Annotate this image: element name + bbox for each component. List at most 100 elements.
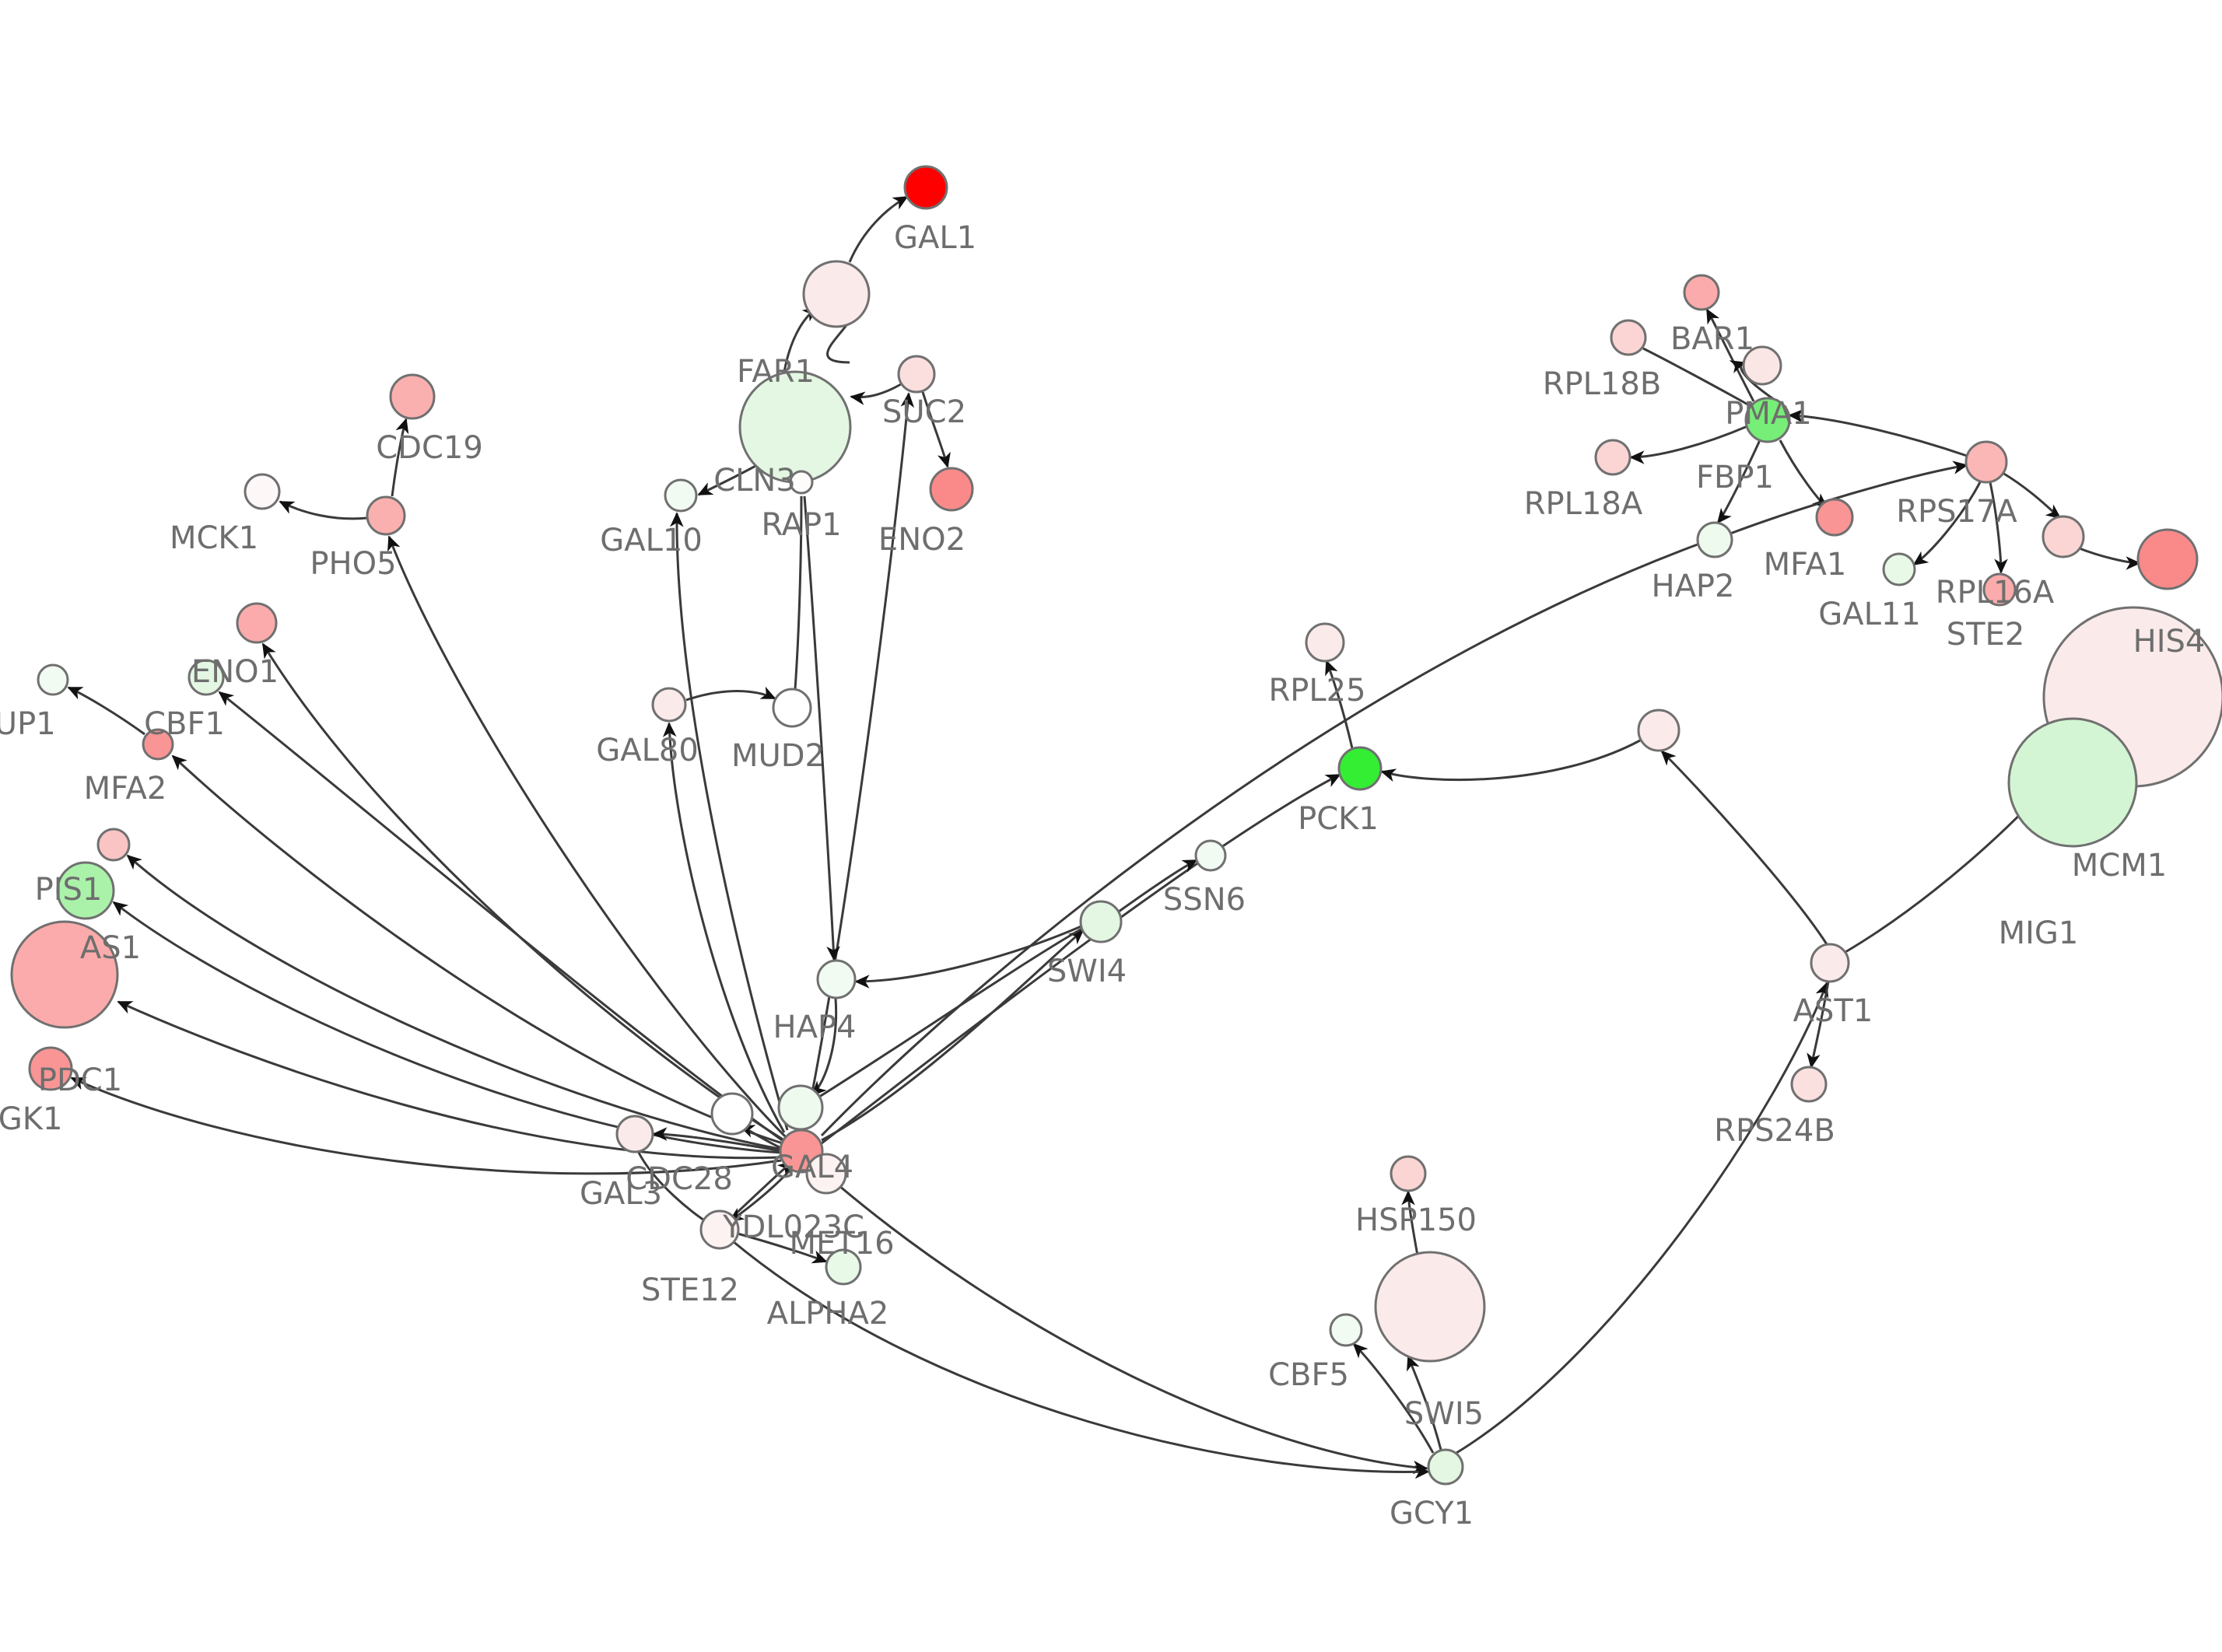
node-hubg[interactable] bbox=[777, 1084, 824, 1131]
edge-gcy1-to-cbf5 bbox=[1352, 1342, 1435, 1454]
edge-far1-to-cln3 bbox=[826, 324, 850, 364]
edge-ast1-to-rps24b bbox=[1807, 981, 1830, 1069]
node-cbf5[interactable] bbox=[1329, 1313, 1363, 1347]
node-hap2[interactable] bbox=[1696, 521, 1733, 558]
node-label-rps24b: RPS24B bbox=[1714, 1113, 1835, 1149]
node-label-hap4: HAP4 bbox=[773, 1010, 856, 1045]
edge-swi5-to-hsp150 bbox=[1401, 1190, 1419, 1256]
node-label-pis1: PIS1 bbox=[35, 872, 103, 908]
edge-ast1-to-unk1 bbox=[1660, 750, 1828, 945]
node-ast1[interactable] bbox=[1810, 943, 1850, 983]
edge-gal4-to-pdc1 bbox=[117, 1000, 782, 1160]
node-hsp150[interactable] bbox=[1390, 1155, 1427, 1192]
edge-gal4-to-eno1 bbox=[261, 642, 785, 1142]
edge-rps17a-to-ste2 bbox=[1989, 481, 2008, 574]
edge-swi4-to-hap4 bbox=[854, 924, 1084, 989]
node-gal10[interactable] bbox=[664, 478, 698, 513]
node-mfa2[interactable] bbox=[142, 728, 174, 761]
node-label-mfa1: MFA1 bbox=[1764, 547, 1847, 583]
node-label-far1: FAR1 bbox=[737, 354, 815, 390]
node-label-rps17a: RPS17A bbox=[1896, 494, 2017, 530]
node-cdc19[interactable] bbox=[389, 373, 436, 420]
node-label-pgk1: PGK1 bbox=[0, 1101, 62, 1137]
node-rpl25[interactable] bbox=[1305, 622, 1345, 663]
edge-fbp1-to-hap2 bbox=[1716, 439, 1761, 524]
node-rpl16a[interactable] bbox=[2042, 515, 2085, 558]
node-label-suc2: SUC2 bbox=[882, 394, 966, 430]
edge-gal4-to-suc2 bbox=[804, 392, 915, 1129]
edge-gal4-to-gal80 bbox=[662, 722, 786, 1133]
node-pma1[interactable] bbox=[1742, 345, 1782, 386]
node-label-fbp1: FBP1 bbox=[1696, 460, 1774, 495]
node-label-eno1: ENO1 bbox=[191, 654, 279, 690]
node-mig1[interactable] bbox=[2007, 717, 2138, 848]
node-alpha2[interactable] bbox=[825, 1248, 862, 1286]
node-unk1[interactable] bbox=[1637, 709, 1681, 752]
edge-mfa2-to-tup1 bbox=[67, 686, 145, 736]
node-pgk1[interactable] bbox=[28, 1046, 73, 1091]
node-far1[interactable] bbox=[802, 260, 871, 328]
node-label-mcm1: MCM1 bbox=[2072, 848, 2167, 884]
edge-fbp1-to-mfa1 bbox=[1779, 439, 1828, 509]
node-bar1[interactable] bbox=[1683, 274, 1720, 311]
node-ydl023c[interactable] bbox=[805, 1153, 847, 1195]
node-rps24b[interactable] bbox=[1790, 1066, 1828, 1103]
node-label-gcy1: GCY1 bbox=[1390, 1496, 1474, 1531]
node-label-rpl18a: RPL18A bbox=[1524, 486, 1643, 522]
node-his4[interactable] bbox=[2136, 528, 2199, 590]
node-as1[interactable] bbox=[56, 861, 115, 920]
node-label-cdc28: CDC28 bbox=[626, 1161, 733, 1197]
node-ste2[interactable] bbox=[1982, 572, 2017, 607]
node-label-gal11: GAL11 bbox=[1818, 597, 1921, 632]
edge-hap2-to-gal4 bbox=[820, 543, 1698, 1137]
edges-layer bbox=[67, 195, 2141, 1479]
node-pho5[interactable] bbox=[366, 495, 406, 536]
node-hap4[interactable] bbox=[816, 959, 857, 999]
node-rpl18b[interactable] bbox=[1610, 319, 1647, 356]
edge-unk1-to-pck1 bbox=[1380, 739, 1641, 782]
edge-rps17a-to-gal11 bbox=[1912, 480, 1982, 566]
node-gal1[interactable] bbox=[903, 165, 948, 210]
node-cbf1[interactable] bbox=[188, 659, 225, 696]
node-label-pdc1: PDC1 bbox=[38, 1062, 122, 1098]
node-rap1[interactable] bbox=[789, 470, 814, 495]
node-gcy1[interactable] bbox=[1427, 1448, 1464, 1486]
node-eno2[interactable] bbox=[929, 467, 974, 512]
node-fbp1[interactable] bbox=[1744, 397, 1791, 443]
node-pdc1[interactable] bbox=[10, 920, 119, 1029]
node-label-mck1: MCK1 bbox=[170, 520, 258, 556]
node-eno1[interactable] bbox=[236, 602, 278, 644]
node-pck1[interactable] bbox=[1337, 746, 1383, 791]
edge-rap1-to-hap4 bbox=[803, 495, 840, 961]
edge-pho5-to-cdc19 bbox=[391, 418, 409, 497]
node-label-rpl25: RPL25 bbox=[1268, 673, 1365, 709]
node-tup1[interactable] bbox=[37, 663, 69, 696]
node-mck1[interactable] bbox=[244, 473, 281, 510]
node-swi5[interactable] bbox=[1374, 1251, 1486, 1363]
node-mfa1[interactable] bbox=[1815, 498, 1854, 537]
node-gal11[interactable] bbox=[1882, 552, 1916, 586]
edge-fbp1-to-rpl18b bbox=[1642, 347, 1751, 408]
node-rpl18a[interactable] bbox=[1594, 439, 1631, 476]
node-ste12[interactable] bbox=[699, 1209, 740, 1250]
edge-gal4-to-cbf1 bbox=[218, 691, 785, 1143]
node-cdc28[interactable] bbox=[710, 1092, 754, 1136]
node-label-cdc19: CDC19 bbox=[376, 430, 483, 466]
node-label-alpha2: ALPHA2 bbox=[767, 1296, 889, 1332]
node-rps17a[interactable] bbox=[1964, 440, 2008, 484]
node-gal80[interactable] bbox=[651, 687, 687, 723]
edge-suc2-to-cln3 bbox=[850, 383, 902, 405]
edge-gal80-to-mud2 bbox=[685, 686, 776, 702]
node-suc2[interactable] bbox=[897, 355, 936, 394]
edge-gcy1-to-ast1 bbox=[1456, 982, 1829, 1454]
node-label-gal4: GAL4 bbox=[771, 1150, 853, 1185]
node-label-as1: AS1 bbox=[80, 930, 141, 966]
node-swi4[interactable] bbox=[1079, 900, 1123, 943]
node-pis1[interactable] bbox=[96, 828, 131, 862]
node-mud2[interactable] bbox=[772, 688, 812, 728]
node-ssn6[interactable] bbox=[1194, 839, 1227, 872]
edge-gal4-to-gal3 bbox=[652, 1127, 782, 1153]
node-gal3[interactable] bbox=[615, 1115, 654, 1153]
